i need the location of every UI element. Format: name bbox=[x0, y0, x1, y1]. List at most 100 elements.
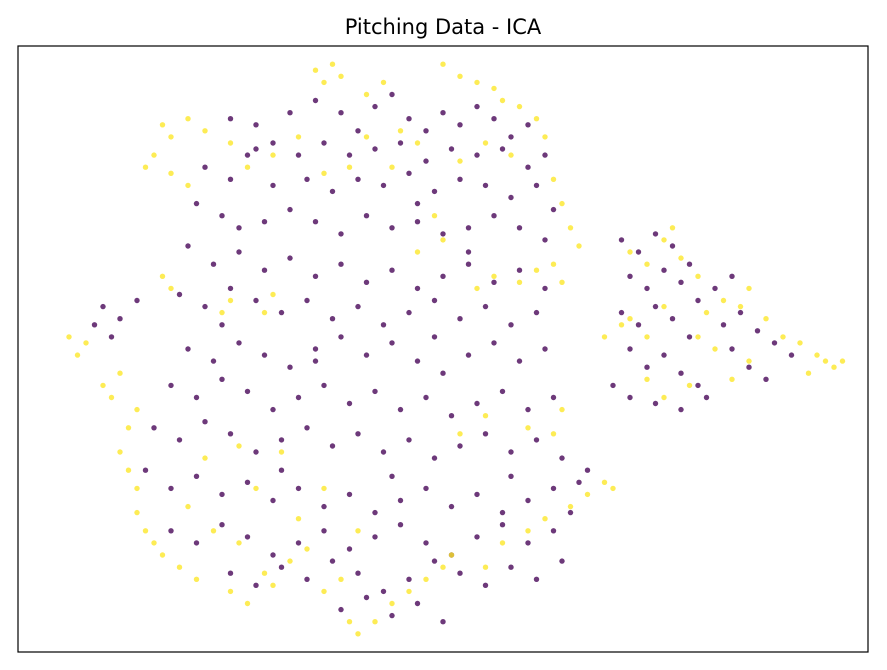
scatter-point-class-1 bbox=[355, 631, 361, 637]
scatter-point-class-0 bbox=[661, 267, 667, 273]
scatter-point-class-0 bbox=[508, 473, 514, 479]
scatter-point-class-0 bbox=[295, 540, 302, 546]
scatter-point-class-1 bbox=[168, 285, 174, 292]
scatter-point-class-0 bbox=[508, 134, 514, 140]
scatter-point-class-0 bbox=[746, 364, 752, 370]
scatter-point-class-0 bbox=[397, 522, 404, 528]
scatter-point-class-0 bbox=[720, 322, 727, 328]
scatter-point-class-0 bbox=[627, 394, 633, 401]
scatter-point-class-1 bbox=[542, 134, 548, 140]
scatter-point-class-0 bbox=[100, 303, 106, 310]
scatter-point-class-1 bbox=[831, 364, 837, 370]
scatter-point-class-0 bbox=[210, 358, 217, 364]
scatter-point-class-1 bbox=[482, 140, 489, 146]
scatter-point-class-0 bbox=[491, 116, 497, 122]
scatter-point-class-0 bbox=[227, 431, 234, 437]
scatter-point-class-1 bbox=[287, 558, 293, 564]
scatter-point-class-0 bbox=[678, 279, 684, 285]
scatter-point-class-0 bbox=[482, 182, 489, 189]
scatter-point-class-0 bbox=[686, 261, 693, 267]
scatter-point-class-1 bbox=[839, 358, 846, 364]
scatter-point-class-1 bbox=[627, 249, 633, 255]
scatter-point-class-1 bbox=[227, 140, 234, 146]
scatter-point-class-0 bbox=[652, 303, 659, 310]
scatter-point-class-0 bbox=[771, 340, 778, 346]
scatter-point-class-0 bbox=[406, 309, 412, 316]
scatter-point-class-1 bbox=[338, 73, 344, 80]
scatter-point-class-0 bbox=[559, 558, 565, 564]
scatter-point-class-0 bbox=[525, 122, 531, 128]
scatter-point-class-0 bbox=[508, 322, 514, 328]
scatter-point-class-1 bbox=[244, 600, 251, 607]
scatter-point-class-0 bbox=[414, 358, 421, 364]
scatter-point-class-1 bbox=[185, 116, 191, 122]
scatter-point-class-0 bbox=[448, 503, 455, 510]
scatter-point-class-0 bbox=[219, 213, 225, 219]
scatter-point-class-1 bbox=[491, 85, 497, 92]
scatter-point-class-1 bbox=[703, 309, 710, 316]
scatter-point-class-0 bbox=[474, 534, 480, 540]
scatter-point-class-1 bbox=[210, 528, 217, 534]
scatter-point-class-0 bbox=[610, 382, 616, 389]
scatter-point-class-1 bbox=[100, 382, 106, 389]
scatter-point-class-1 bbox=[533, 267, 540, 273]
scatter-point-class-0 bbox=[491, 340, 497, 346]
scatter-point-class-0 bbox=[754, 328, 761, 334]
scatter-point-class-0 bbox=[244, 479, 251, 485]
scatter-point-class-1 bbox=[525, 528, 531, 534]
scatter-point-class-1 bbox=[431, 213, 438, 219]
scatter-point-class-0 bbox=[457, 443, 463, 449]
scatter-point-class-0 bbox=[542, 237, 548, 243]
scatter-point-class-0 bbox=[448, 413, 455, 419]
scatter-point-class-0 bbox=[380, 182, 387, 189]
scatter-point-class-0 bbox=[491, 279, 497, 285]
scatter-point-class-0 bbox=[185, 243, 191, 249]
scatter-point-class-0 bbox=[227, 176, 234, 182]
scatter-point-class-1 bbox=[499, 540, 506, 546]
scatter-point-class-0 bbox=[431, 334, 438, 340]
scatter-point-class-1 bbox=[695, 273, 701, 279]
scatter-point-class-1 bbox=[822, 358, 829, 364]
scatter-point-class-1 bbox=[338, 576, 344, 582]
scatter-point-class-0 bbox=[108, 334, 115, 340]
scatter-point-class-0 bbox=[321, 503, 327, 510]
scatter-point-class-0 bbox=[295, 394, 302, 401]
scatter-point-class-0 bbox=[516, 267, 523, 273]
scatter-point-class-1 bbox=[720, 297, 727, 304]
scatter-point-class-0 bbox=[508, 449, 514, 455]
scatter-point-class-1 bbox=[321, 485, 327, 492]
scatter-point-class-1 bbox=[414, 249, 421, 255]
scatter-point-class-1 bbox=[661, 237, 667, 243]
scatter-point-class-1 bbox=[474, 79, 480, 86]
scatter-point-class-1 bbox=[763, 316, 769, 322]
scatter-point-class-1 bbox=[380, 79, 387, 86]
scatter-point-class-0 bbox=[465, 249, 472, 255]
scatter-point-class-0 bbox=[151, 425, 157, 431]
scatter-point-class-1 bbox=[550, 431, 557, 437]
scatter-point-class-1 bbox=[117, 449, 123, 455]
scatter-point-class-1 bbox=[542, 516, 548, 522]
scatter-point-class-1 bbox=[372, 619, 378, 625]
scatter-point-class-0 bbox=[363, 594, 370, 601]
scatter-point-class-0 bbox=[686, 334, 693, 340]
scatter-point-class-1 bbox=[134, 485, 140, 492]
scatter-point-class-0 bbox=[695, 382, 701, 389]
scatter-point-class-1 bbox=[253, 485, 259, 492]
scatter-point-class-1 bbox=[440, 61, 446, 67]
scatter-point-class-0 bbox=[312, 97, 319, 104]
scatter-point-class-1 bbox=[278, 449, 285, 455]
scatter-point-class-0 bbox=[703, 394, 710, 401]
scatter-point-class-0 bbox=[669, 316, 676, 322]
scatter-point-class-0 bbox=[168, 382, 174, 389]
scatter-point-class-1 bbox=[805, 370, 812, 376]
scatter-point-class-0 bbox=[389, 473, 395, 479]
scatter-point-class-0 bbox=[788, 352, 795, 358]
scatter-point-class-0 bbox=[261, 352, 268, 358]
scatter-point-class-0 bbox=[253, 582, 259, 588]
scatter-point-class-0 bbox=[202, 303, 208, 310]
scatter-point-class-1 bbox=[567, 503, 574, 510]
scatter-point-class-1 bbox=[550, 176, 557, 182]
scatter-point-class-0 bbox=[202, 164, 208, 170]
scatter-point-class-0 bbox=[533, 309, 540, 316]
scatter-point-class-0 bbox=[678, 370, 684, 376]
